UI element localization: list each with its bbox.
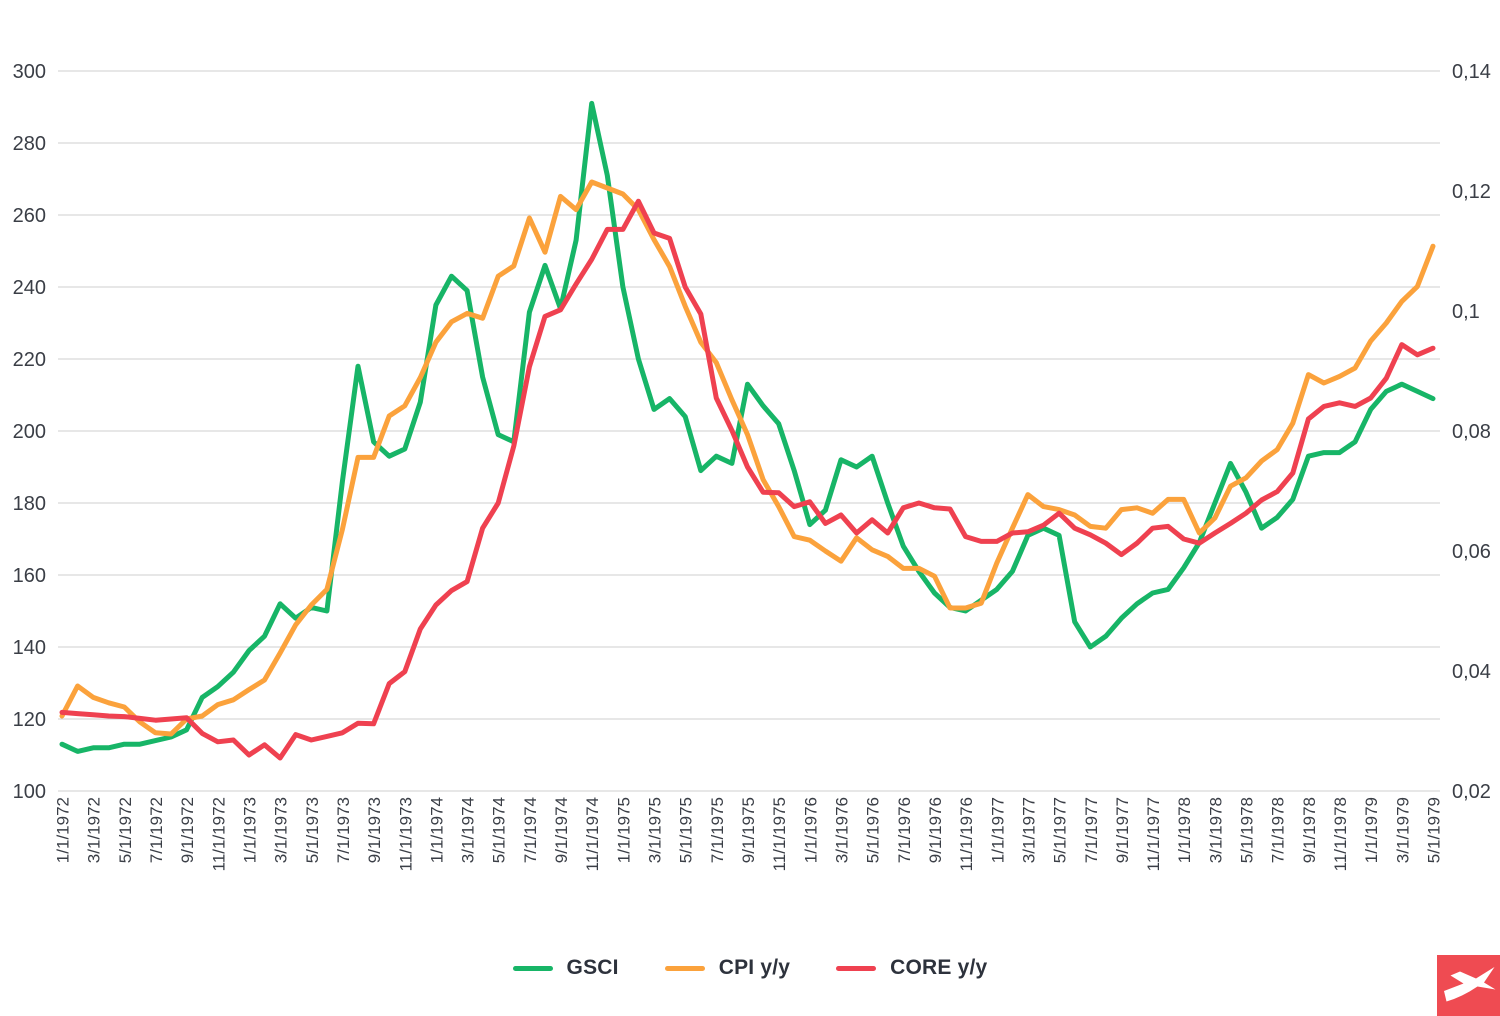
x-axis-tick-label: 11/1/1977	[1144, 797, 1163, 871]
legend-item-cpi-y-y: CPI y/y	[664, 956, 791, 980]
x-axis-tick-label: 5/1/1979	[1425, 797, 1444, 863]
legend-label: GSCI	[566, 956, 619, 979]
x-axis-tick-label: 1/1/1974	[427, 797, 446, 863]
x-axis-tick-label: 9/1/1975	[739, 797, 758, 863]
x-axis-tick-label: 5/1/1974	[490, 797, 509, 863]
legend-swatch-icon	[512, 965, 553, 971]
left-axis-tick-label: 300	[13, 61, 46, 83]
x-axis-tick-label: 7/1/1975	[708, 797, 727, 863]
x-axis-tick-label: 9/1/1972	[178, 797, 197, 863]
x-axis-tick-label: 7/1/1977	[1082, 797, 1101, 863]
left-axis-tick-label: 220	[13, 349, 46, 371]
left-axis-tick-label: 200	[13, 421, 46, 443]
right-axis-tick-label: 0,02	[1452, 781, 1491, 803]
x-axis-tick-label: 11/1/1976	[957, 797, 976, 871]
right-axis-tick-label: 0,12	[1452, 181, 1491, 203]
x-axis-tick-label: 5/1/1975	[677, 797, 696, 863]
right-axis-tick-label: 0,1	[1452, 301, 1480, 323]
x-axis-tick-label: 11/1/1975	[770, 797, 789, 871]
x-axis-tick-label: 1/1/1976	[801, 797, 820, 863]
x-axis-tick-label: 11/1/1978	[1331, 797, 1350, 871]
left-axis-tick-label: 280	[13, 133, 46, 155]
series-line-cpi-y-y	[59, 179, 1436, 737]
x-axis-tick-label: 11/1/1972	[209, 797, 228, 871]
x-axis-tick-label: 3/1/1974	[459, 797, 478, 863]
legend-item-gsci: GSCI	[512, 956, 619, 980]
x-axis-tick-label: 1/1/1975	[614, 797, 633, 863]
x-axis-tick-label: 9/1/1977	[1113, 797, 1132, 863]
right-axis-tick-label: 0,08	[1452, 421, 1491, 443]
brand-logo	[1437, 955, 1500, 1016]
legend-swatch-icon	[836, 965, 877, 971]
x-axis-tick-label: 5/1/1973	[303, 797, 322, 863]
x-axis-tick-label: 1/1/1973	[240, 797, 259, 863]
x-axis-tick-label: 3/1/1975	[646, 797, 665, 863]
series-line-gsci	[59, 100, 1436, 754]
x-axis-tick-label: 5/1/1976	[864, 797, 883, 863]
x-axis-tick-label: 3/1/1973	[272, 797, 291, 863]
left-axis-tick-label: 240	[13, 277, 46, 299]
legend-label: CORE y/y	[890, 956, 988, 979]
x-axis-tick-label: 11/1/1973	[396, 797, 415, 871]
x-axis-tick-label: 3/1/1979	[1393, 797, 1412, 863]
x-axis-tick-label: 5/1/1978	[1238, 797, 1257, 863]
xtb-logo-icon	[1437, 955, 1500, 1016]
x-axis-tick-label: 7/1/1973	[334, 797, 353, 863]
x-axis-tick-label: 1/1/1977	[988, 797, 1007, 863]
x-axis-tick-label: 9/1/1973	[365, 797, 384, 863]
x-axis-tick-label: 9/1/1978	[1300, 797, 1319, 863]
x-axis-tick-label: 1/1/1972	[54, 797, 73, 863]
right-axis-tick-label: 0,06	[1452, 541, 1491, 563]
left-axis-tick-label: 140	[13, 637, 46, 659]
x-axis-tick-label: 3/1/1977	[1019, 797, 1038, 863]
x-axis-tick-label: 7/1/1972	[147, 797, 166, 863]
left-axis-tick-label: 160	[13, 565, 46, 587]
x-axis-tick-label: 7/1/1978	[1269, 797, 1288, 863]
x-axis-tick-label: 11/1/1974	[583, 797, 602, 871]
left-axis-tick-label: 100	[13, 781, 46, 803]
left-axis-tick-label: 260	[13, 205, 46, 227]
legend-swatch-icon	[664, 965, 705, 971]
right-axis-tick-label: 0,14	[1452, 61, 1491, 83]
x-axis-tick-label: 3/1/1978	[1206, 797, 1225, 863]
legend-label: CPI y/y	[718, 956, 791, 979]
x-axis-tick-label: 5/1/1972	[116, 797, 135, 863]
left-axis-tick-label: 180	[13, 493, 46, 515]
x-axis-tick-label: 5/1/1977	[1051, 797, 1070, 863]
x-axis-tick-label: 3/1/1972	[85, 797, 104, 863]
series-line-core-y-y	[59, 198, 1436, 761]
legend-item-core-y-y: CORE y/y	[836, 956, 987, 980]
x-axis-tick-label: 7/1/1974	[521, 797, 540, 863]
chart-legend: GSCI CPI y/y CORE y/y	[0, 948, 1500, 988]
x-axis-tick-label: 1/1/1978	[1175, 797, 1194, 863]
x-axis-tick-label: 3/1/1976	[832, 797, 851, 863]
x-axis-tick-label: 9/1/1976	[926, 797, 945, 863]
right-axis-tick-label: 0,04	[1452, 661, 1491, 683]
x-axis-tick-label: 7/1/1976	[895, 797, 914, 863]
x-axis-tick-label: 9/1/1974	[552, 797, 571, 863]
left-axis-tick-label: 120	[13, 709, 46, 731]
x-axis-tick-label: 1/1/1979	[1362, 797, 1381, 863]
